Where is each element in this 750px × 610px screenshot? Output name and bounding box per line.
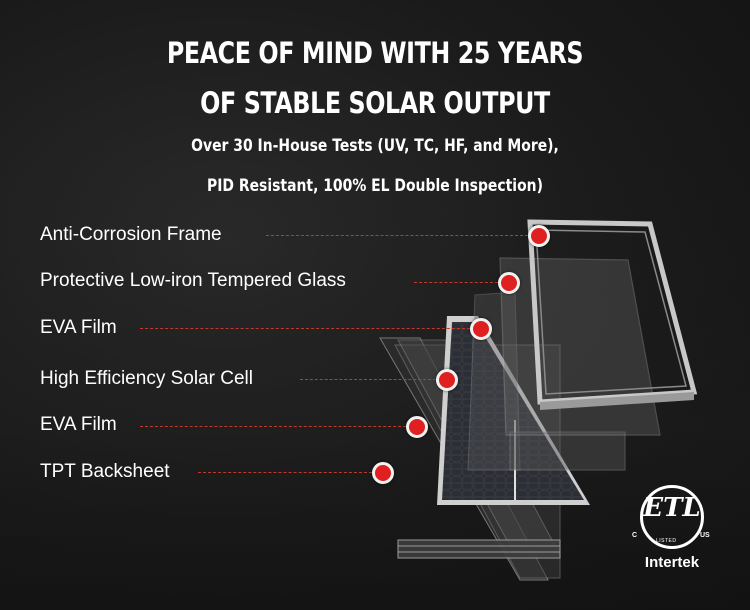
red-dot-icon xyxy=(528,225,550,247)
layer-label-eva-upper: EVA Film xyxy=(40,317,117,338)
subheadline-line-2: PID Resistant, 100% EL Double Inspection… xyxy=(207,176,543,196)
leader-line-glass xyxy=(414,282,498,283)
anti-corrosion-frame-layer xyxy=(527,219,698,410)
leader-line-eva-lower xyxy=(140,426,406,427)
red-dot-icon xyxy=(498,272,520,294)
layer-label-solar-cell: High Efficiency Solar Cell xyxy=(40,368,253,389)
leader-line-eva-upper xyxy=(140,328,470,329)
tempered-glass-layer xyxy=(499,257,661,436)
leader-line-solar-cell xyxy=(300,379,436,380)
red-dot-icon xyxy=(436,369,458,391)
etl-mark: ETL xyxy=(643,493,701,523)
intertek-brand: Intertek xyxy=(644,554,700,571)
headline-line-1: PEACE OF MIND WITH 25 YEARS xyxy=(166,36,584,70)
red-dot-icon xyxy=(470,318,492,340)
etl-listed-text: LISTED xyxy=(656,538,677,544)
red-dot-icon xyxy=(406,416,428,438)
etl-intertek-logo: ETL C US LISTED Intertek xyxy=(632,485,712,585)
layer-label-frame: Anti-Corrosion Frame xyxy=(40,224,222,245)
etl-c-mark: C xyxy=(632,532,638,539)
solar-cell-layer xyxy=(437,316,590,505)
layer-label-backsheet: TPT Backsheet xyxy=(40,461,170,482)
leader-line-backsheet xyxy=(198,472,372,473)
leader-line-frame xyxy=(266,235,528,236)
layer-label-eva-lower: EVA Film xyxy=(40,414,117,435)
red-dot-icon xyxy=(372,462,394,484)
layer-label-glass: Protective Low-iron Tempered Glass xyxy=(40,270,346,291)
etl-ring xyxy=(640,485,704,549)
subheadline-line-1: Over 30 In-House Tests (UV, TC, HF, and … xyxy=(191,136,559,156)
headline-line-2: OF STABLE SOLAR OUTPUT xyxy=(200,86,550,120)
etl-us-mark: US xyxy=(700,532,710,539)
